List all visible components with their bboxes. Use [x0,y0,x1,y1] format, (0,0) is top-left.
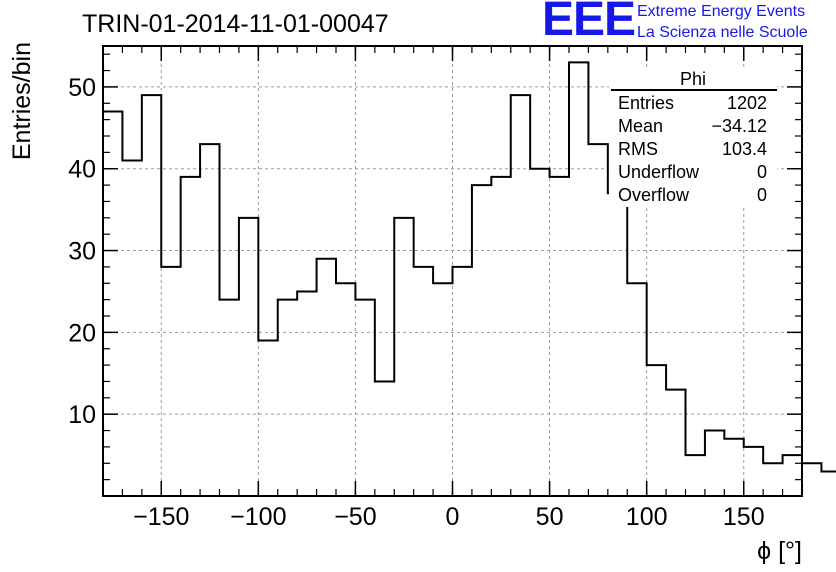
stats-label: Overflow [618,185,690,205]
stats-label: RMS [618,139,658,159]
stats-value: −34.12 [711,116,767,136]
stats-divider [611,89,777,91]
stats-value: 103.4 [721,139,767,159]
plot-frame [102,45,803,497]
x-tick-label: −100 [230,503,286,531]
stats-value: 0 [756,162,767,182]
x-tick-label: −50 [334,503,376,531]
eee-logo: EEE [542,0,636,46]
axis-ticks [102,46,803,496]
x-tick-label: 100 [626,503,668,531]
stats-label: Entries [618,93,675,113]
stats-row-mean: Mean −34.12 [618,116,767,139]
stats-row-overflow: Overflow 0 [618,185,767,208]
logo-line-2: La Scienza nelle Scuole [637,24,808,41]
histogram-series [103,61,836,473]
x-axis-label: ϕ [°] [757,537,802,565]
logo-line-1: Extreme Energy Events [637,3,806,20]
y-axis-label: Entries/bin [8,42,36,160]
stats-value: 0 [756,185,767,205]
y-tick-label: 40 [68,156,96,184]
x-tick-label: 150 [723,503,765,531]
x-tick-label: −150 [133,503,189,531]
stats-box: Phi Entries 1202 Mean −34.12 RMS 103.4 U… [609,67,777,207]
stats-value: 1202 [726,93,767,113]
stats-title: Phi [679,69,706,89]
x-tick-label: 50 [536,503,564,531]
tick-labels: −150 −100 −50 0 50 100 150 10 20 30 40 50 [68,74,764,531]
y-tick-label: 50 [68,74,96,102]
x-tick-label: 0 [446,503,460,531]
stats-row-entries: Entries 1202 [618,93,767,116]
stats-label: Underflow [618,162,700,182]
y-tick-label: 20 [68,319,96,347]
chart-title: TRIN-01-2014-11-01-00047 [82,10,389,38]
stats-row-underflow: Underflow 0 [618,162,767,185]
stats-row-rms: RMS 103.4 [618,139,767,162]
y-tick-label: 10 [68,401,96,429]
y-tick-label: 30 [68,238,96,266]
stats-label: Mean [618,116,664,136]
